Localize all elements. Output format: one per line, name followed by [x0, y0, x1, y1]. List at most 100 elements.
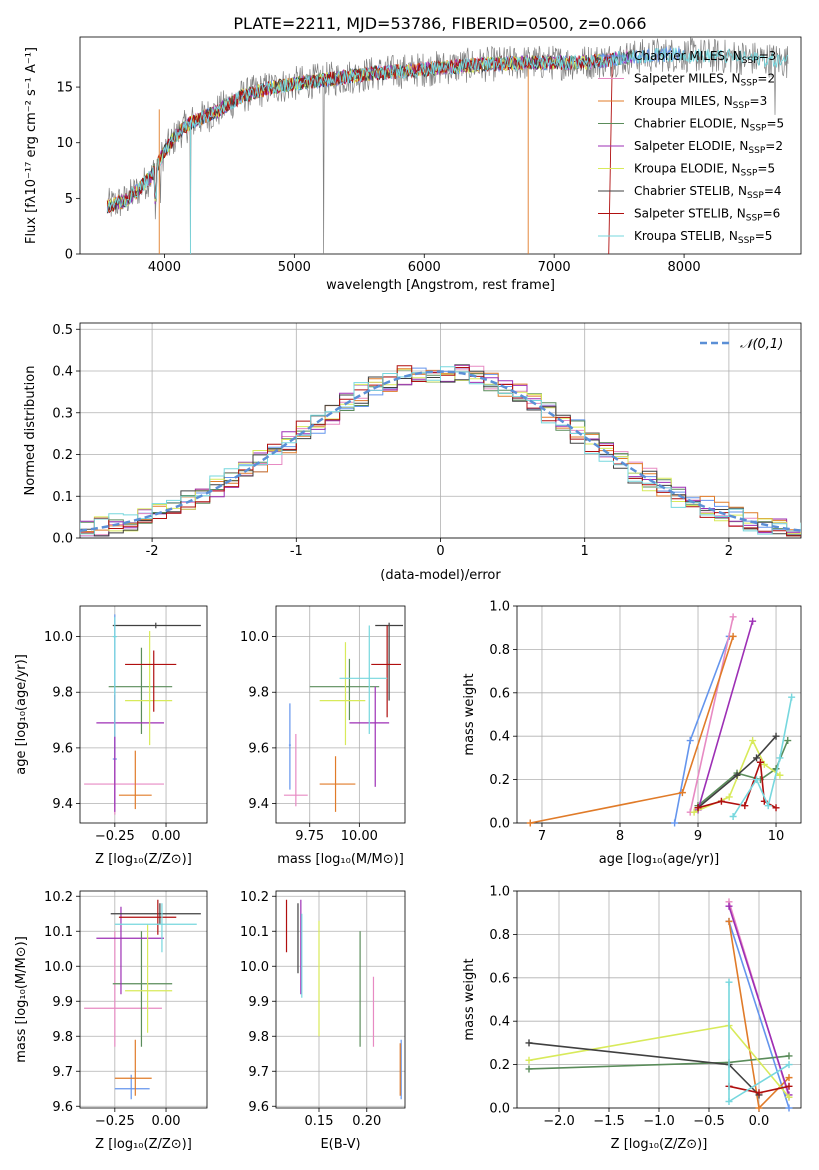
y-tick-label: 15	[56, 81, 73, 96]
mass-weight-line	[728, 905, 790, 1096]
error-bar-point	[118, 899, 177, 935]
x-tick-label: 10.00	[341, 829, 378, 844]
x-tick-label: -1	[290, 544, 303, 559]
legend-entry: 𝒩(0,1)	[740, 337, 783, 352]
mass-weight-marker	[725, 902, 733, 910]
mass-weight-marker	[785, 1074, 793, 1082]
mass-weight-line	[697, 735, 777, 809]
error-bar-point	[375, 622, 404, 701]
mass-weight-marker	[753, 776, 761, 784]
mass-weight-marker	[755, 1104, 763, 1112]
y-tick-label: 0.8	[489, 928, 510, 943]
x-tick-label: 0.0	[749, 1114, 770, 1129]
mass-weight-marker	[785, 1061, 793, 1069]
legend-entry: Salpeter ELODIE, NSSP=2	[634, 139, 783, 156]
mass-weight-marker	[788, 693, 796, 701]
legend-entry: Chabrier STELIB, NSSP=4	[634, 184, 782, 201]
mass-weight-marker	[785, 1093, 793, 1101]
x-tick-label: −0.25	[95, 1114, 135, 1129]
mass-weight-marker	[785, 1082, 793, 1090]
legend-entry: Kroupa ELODIE, NSSP=5	[634, 162, 775, 179]
mass-weight-marker	[785, 1104, 793, 1112]
y-tick-label: 0.2	[489, 1058, 510, 1073]
mass-weight-marker	[725, 978, 733, 986]
y-axis-label: mass [log₁₀(M/M⊙)]	[14, 936, 29, 1063]
y-tick-label: 9.9	[52, 995, 73, 1010]
y-axis-label: age [log₁₀(age/yr)]	[14, 654, 29, 775]
mass-weight-marker	[525, 1039, 533, 1047]
y-tick-label: 10.0	[240, 630, 269, 645]
x-tick-label: 6000	[408, 260, 441, 275]
legend-entry: Chabrier MILES, NSSP=3	[634, 49, 776, 66]
x-tick-label: 8000	[668, 260, 701, 275]
x-tick-label: 9.75	[295, 829, 324, 844]
y-tick-label: 10.0	[44, 630, 73, 645]
mass-weight-marker	[725, 917, 733, 925]
mass-weight-marker	[753, 754, 761, 762]
mass-weight-marker	[760, 760, 768, 768]
y-axis-label: mass weight	[462, 958, 477, 1040]
mass-weight-marker	[776, 771, 784, 779]
error-bar-point	[309, 658, 380, 721]
error-bar-point	[96, 695, 164, 812]
x-axis-label: age [log₁₀(age/yr)]	[599, 852, 720, 867]
y-tick-label: 0.0	[489, 817, 510, 832]
x-tick-label: 10	[768, 829, 785, 844]
y-tick-label: 9.6	[248, 1100, 269, 1115]
y-tick-label: 9.9	[248, 995, 269, 1010]
y-tick-label: 9.6	[52, 1100, 73, 1115]
legend-entry: Salpeter STELIB, NSSP=6	[634, 207, 780, 224]
residuals-panel: -2 -1 0 1 2 0.0 0.1 0.2 0.3 0.4 0.5 (data-model)/er…	[23, 322, 802, 583]
x-tick-label: 0.00	[152, 1114, 181, 1129]
mass-vs-ebv-panel: 0.15 0.20 9.6 9.7 9.8 9.9 10.0 10.1 10.2 E(B-V)	[240, 890, 406, 1152]
x-tick-label: 7	[538, 829, 546, 844]
mass-weight-marker	[526, 819, 534, 827]
x-tick-label: -2	[146, 544, 159, 559]
y-tick-label: 9.4	[52, 797, 73, 812]
error-bar-point	[84, 931, 162, 1047]
y-tick-label: 0.0	[489, 1102, 510, 1117]
mass-weight-line	[689, 616, 734, 813]
x-tick-label: 4000	[148, 260, 181, 275]
x-axis-label: mass [log₁₀(M/M⊙)]	[277, 852, 404, 867]
residual-histogram	[80, 366, 801, 535]
mass-weight-marker	[749, 737, 757, 745]
mass-weight-marker	[725, 793, 733, 801]
mass-weight-marker	[725, 1097, 733, 1105]
error-bar-point	[319, 642, 366, 746]
y-tick-label: 0.2	[489, 773, 510, 788]
x-tick-label: 1	[581, 544, 589, 559]
histogram-layer	[80, 364, 801, 537]
age-vs-mass-panel: 9.75 10.00 9.4 9.6 9.8 10.0 mass [log₁₀(M/M⊙)]	[240, 605, 406, 867]
y-tick-label: 9.8	[248, 686, 269, 701]
y-tick-label: 0.6	[489, 971, 510, 986]
x-tick-label: 0	[436, 544, 444, 559]
x-tick-label: 2	[725, 544, 733, 559]
error-bar-point	[114, 1039, 152, 1096]
x-axis-label: Z [log₁₀(Z/Z⊙)]	[611, 1137, 708, 1152]
y-tick-label: 0.3	[52, 406, 73, 421]
y-axis-label: Flux [fλ10⁻¹⁷ erg cm⁻² s⁻¹ A⁻¹]	[24, 47, 39, 244]
mass-weight-marker	[733, 771, 741, 779]
mass-weight-marker	[690, 808, 698, 816]
x-tick-label: −0.5	[693, 1114, 725, 1129]
y-tick-label: 10.0	[240, 960, 269, 975]
x-tick-label: −1.0	[643, 1114, 675, 1129]
error-bar-point	[96, 906, 164, 995]
error-bar-point	[371, 625, 402, 718]
y-tick-label: 9.6	[248, 741, 269, 756]
x-tick-label: 9	[694, 829, 702, 844]
figure-title: PLATE=2211, MJD=53786, FIBERID=0500, z=0…	[233, 14, 646, 33]
x-tick-label: 0.20	[352, 1114, 381, 1129]
axes-frame	[516, 605, 802, 824]
y-tick-label: 9.8	[248, 1030, 269, 1045]
mass-weight-marker	[756, 758, 764, 766]
mass-weight-marker	[729, 613, 737, 621]
error-bar-point	[319, 756, 356, 812]
y-tick-label: 5	[65, 192, 73, 207]
error-bar-point	[112, 931, 173, 1047]
x-tick-label: 0.00	[152, 829, 181, 844]
legend-entry: Chabrier ELODIE, NSSP=5	[634, 117, 784, 134]
error-bar-point	[112, 622, 201, 629]
